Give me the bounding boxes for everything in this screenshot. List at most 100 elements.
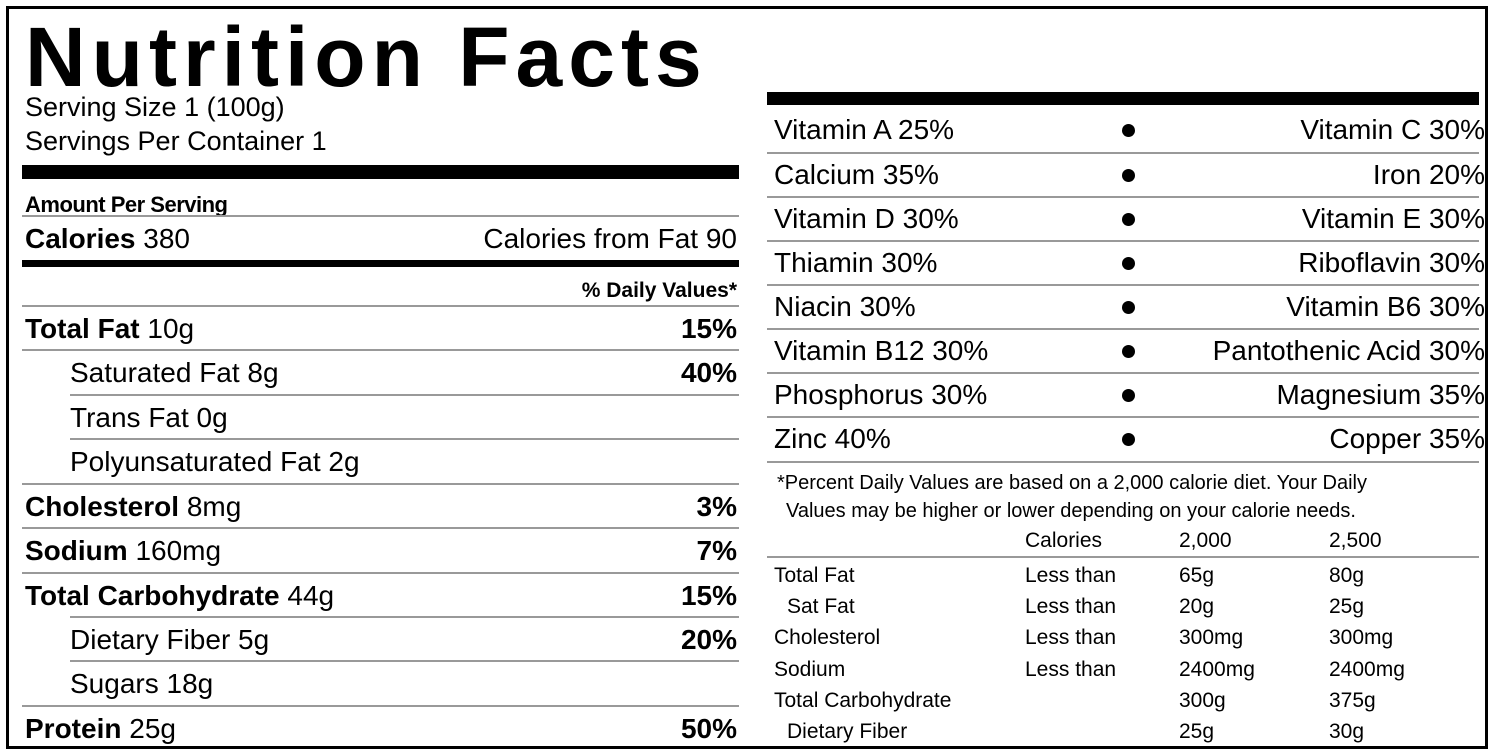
divider: [22, 349, 739, 351]
divider: [767, 372, 1479, 374]
divider: [767, 461, 1479, 463]
dv-table-header-2000: 2,000: [1179, 529, 1232, 552]
vitamin-row: Vitamin D 30% Vitamin E 30%: [767, 196, 1485, 240]
footnote-line: *Percent Daily Values are based on a 2,0…: [777, 472, 1367, 494]
vitamin-left: Vitamin A 25%: [774, 114, 955, 145]
divider: [70, 438, 739, 440]
vitamin-right: Riboflavin 30%: [1298, 247, 1485, 278]
vitamin-row: Phosphorus 30% Magnesium 35%: [767, 372, 1485, 416]
vitamin-row: Calcium 35% Iron 20%: [767, 152, 1485, 196]
bullet-icon: [1122, 301, 1135, 314]
bullet-icon: [1122, 213, 1135, 226]
dv-2000: 25g: [1179, 720, 1215, 743]
nutrient-row-dietary-fiber: Dietary Fiber 5g 20%: [22, 618, 739, 660]
dv-2500: 30g: [1329, 720, 1365, 743]
divider: [22, 215, 739, 217]
nutrient-row-cholesterol: Cholesterol 8mg 3%: [22, 485, 739, 527]
daily-values-header: % Daily Values*: [581, 279, 737, 302]
vitamin-left: Thiamin 30%: [774, 247, 938, 278]
nutrient-pct: 15%: [680, 313, 737, 344]
serving-size: Serving Size 1 (100g): [25, 92, 285, 122]
vitamin-left: Niacin 30%: [774, 291, 916, 322]
dv-2500: 375g: [1329, 689, 1376, 712]
vitamin-row: Thiamin 30% Riboflavin 30%: [767, 240, 1485, 284]
calories-label: Calories: [25, 223, 136, 254]
nutrient-name: Dietary Fiber 5g: [70, 624, 270, 655]
nutrient-row-sodium: Sodium 160mg 7%: [22, 529, 739, 571]
nutrient-name: Total Carbohydrate: [25, 580, 280, 611]
nutrient-row-total-fat: Total Fat 10g 15%: [22, 307, 739, 349]
dv-nutrient: Cholesterol: [774, 626, 881, 649]
dv-2500: 2400mg: [1329, 658, 1405, 681]
divider: [70, 660, 739, 662]
nutrient-amount: 8mg: [186, 491, 242, 522]
divider: [22, 527, 739, 529]
bullet-icon: [1122, 433, 1135, 446]
thick-divider: [22, 165, 739, 179]
dv-2500: 300mg: [1329, 626, 1394, 649]
vitamin-right: Magnesium 35%: [1276, 379, 1485, 410]
vitamin-right: Iron 20%: [1372, 159, 1485, 190]
medium-divider: [22, 260, 739, 267]
dv-table-row: Sodium Less than 2400mg 2400mg: [767, 654, 1479, 685]
vitamin-left: Vitamin B12 30%: [774, 335, 989, 366]
dv-nutrient: Sat Fat: [787, 595, 855, 618]
vitamin-right: Vitamin C 30%: [1300, 114, 1485, 145]
divider: [767, 152, 1479, 154]
dv-table-row: Total Carbohydrate 300g 375g: [767, 685, 1479, 716]
vitamin-left: Zinc 40%: [774, 423, 891, 454]
vitamin-right: Copper 35%: [1329, 423, 1485, 454]
divider: [767, 328, 1479, 330]
nutrient-pct: 7%: [696, 535, 737, 566]
divider: [767, 240, 1479, 242]
divider: [767, 196, 1479, 198]
bullet-icon: [1122, 345, 1135, 358]
divider: [22, 572, 739, 574]
divider: [767, 556, 1479, 558]
nutrient-amount: 160mg: [135, 535, 222, 566]
dv-nutrient: Total Carbohydrate: [774, 689, 952, 712]
dv-2000: 300mg: [1179, 626, 1244, 649]
vitamin-left: Phosphorus 30%: [774, 379, 988, 410]
dv-2000: 2400mg: [1179, 658, 1255, 681]
vitamin-row: Niacin 30% Vitamin B6 30%: [767, 284, 1485, 328]
nutrient-name: Saturated Fat 8g: [70, 357, 279, 388]
nutrient-pct: 3%: [696, 491, 737, 522]
dv-2000: 300g: [1179, 689, 1226, 712]
nutrient-name: Polyunsaturated Fat 2g: [70, 446, 360, 477]
nutrient-amount: 10g: [147, 313, 195, 344]
dv-2000: 20g: [1179, 595, 1215, 618]
dv-table-row: Total Fat Less than 65g 80g: [767, 560, 1479, 591]
calories-row: Calories 380 Calories from Fat 90: [22, 217, 739, 259]
footnote-line: Values may be higher or lower depending …: [786, 500, 1356, 522]
vitamin-row: Zinc 40% Copper 35%: [767, 416, 1485, 460]
dv-qualifier: Less than: [1025, 626, 1117, 649]
nutrient-amount: 25g: [129, 713, 176, 744]
divider: [70, 394, 739, 396]
bullet-icon: [1122, 124, 1135, 137]
nutrient-row-total-carbohydrate: Total Carbohydrate 44g 15%: [22, 574, 739, 616]
nutrient-amount: 44g: [287, 580, 335, 611]
dv-qualifier: Less than: [1025, 564, 1117, 587]
dv-table-row: Sat Fat Less than 20g 25g: [767, 591, 1479, 622]
vitamin-row: Vitamin A 25% Vitamin C 30%: [767, 107, 1485, 151]
vitamin-right: Pantothenic Acid 30%: [1212, 335, 1485, 366]
bullet-icon: [1122, 169, 1135, 182]
vitamin-left: Calcium 35%: [774, 159, 939, 190]
bullet-icon: [1122, 257, 1135, 270]
nutrient-name: Total Fat: [25, 313, 140, 344]
nutrient-row-polyunsaturated-fat: Polyunsaturated Fat 2g: [22, 440, 739, 482]
nutrient-row-protein: Protein 25g 50%: [22, 707, 739, 749]
vitamin-row: Vitamin B12 30% Pantothenic Acid 30%: [767, 328, 1485, 372]
footnote: *Percent Daily Values are based on a 2,0…: [777, 469, 1477, 525]
nutrient-name: Sodium: [25, 535, 128, 566]
dv-2500: 80g: [1329, 564, 1365, 587]
thick-divider: [767, 92, 1479, 105]
dv-table-row: Cholesterol Less than 300mg 300mg: [767, 622, 1479, 653]
label-title: Nutrition Facts: [25, 10, 708, 104]
dv-table-row: Dietary Fiber 25g 30g: [767, 716, 1479, 747]
divider: [70, 616, 739, 618]
bullet-icon: [1122, 389, 1135, 402]
vitamin-left: Vitamin D 30%: [774, 203, 959, 234]
nutrient-row-trans-fat: Trans Fat 0g: [22, 396, 739, 438]
